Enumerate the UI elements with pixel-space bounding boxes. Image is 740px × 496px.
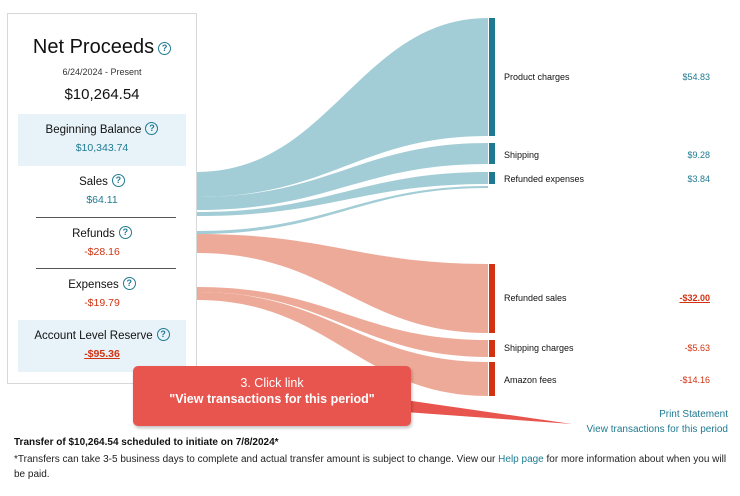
bar-shipping [489, 143, 495, 164]
expenses-value: -$19.79 [84, 297, 120, 309]
flow-value-amazon-fees: -$14.16 [679, 375, 710, 385]
flow-shipping-charges [197, 287, 488, 357]
net-proceeds-heading: Net Proceeds? [8, 36, 196, 59]
flow-label-product-charges: Product charges [504, 72, 570, 82]
flow-value-refunded-expenses: $3.84 [687, 174, 710, 184]
divider [36, 268, 176, 269]
flow-amazon-fees [197, 292, 488, 396]
flow-reserve-sliver [197, 186, 488, 234]
divider [36, 217, 176, 218]
account-level-reserve-cell: Account Level Reserve? -$95.36 [18, 320, 186, 372]
date-range: 6/24/2024 - Present [62, 67, 142, 77]
beginning-balance-label: Beginning Balance [45, 124, 142, 136]
disclaimer-prefix: *Transfers can take 3-5 business days to… [14, 454, 499, 465]
callout-pointer [405, 400, 572, 424]
flow-label-shipping-charges: Shipping charges [504, 343, 574, 353]
account-level-reserve-label: Account Level Reserve [34, 330, 153, 342]
print-statement-link[interactable]: Print Statement [659, 409, 728, 420]
callout-step: 3. Click link [240, 376, 304, 390]
help-icon[interactable]: ? [158, 42, 172, 55]
flow-label-refunded-sales: Refunded sales [504, 293, 567, 303]
net-proceeds-title: Net Proceeds [32, 36, 155, 58]
transfer-disclaimer: *Transfers can take 3-5 business days to… [14, 452, 730, 482]
help-icon[interactable]: ? [111, 174, 125, 187]
bar-shipping-charges [489, 340, 495, 357]
flow-label-amazon-fees: Amazon fees [504, 375, 557, 385]
refunds-cell: Refunds? -$28.16 [18, 218, 186, 268]
flow-label-refunded-expenses: Refunded expenses [504, 174, 585, 184]
transfer-note: Transfer of $10,264.54 scheduled to init… [14, 437, 279, 448]
refunds-value: -$28.16 [84, 246, 120, 258]
flow-refunded-expenses [197, 172, 488, 216]
flow-refunded-sales [197, 234, 488, 333]
bar-refunded-sales [489, 264, 495, 333]
help-page-link[interactable]: Help page [498, 454, 544, 465]
flow-value-shipping: $9.28 [687, 150, 710, 160]
sales-cell: Sales? $64.11 [18, 166, 186, 216]
flow-value-refunded-sales[interactable]: -$32.00 [679, 293, 710, 303]
net-proceeds-amount: $10,264.54 [64, 86, 140, 103]
view-transactions-link[interactable]: View transactions for this period [586, 424, 728, 435]
bar-refunded-expenses [489, 172, 495, 184]
expenses-cell: Expenses? -$19.79 [18, 269, 186, 319]
beginning-balance-cell: Beginning Balance? $10,343.74 [18, 114, 186, 166]
flow-shipping [197, 143, 488, 210]
net-proceeds-panel: Net Proceeds? 6/24/2024 - Present $10,26… [7, 13, 197, 384]
refunds-label: Refunds [72, 228, 115, 240]
callout-instruction: "View transactions for this period" [169, 392, 375, 406]
disclaimer-suffix: for more information about when you will… [14, 454, 727, 480]
flow-value-product-charges: $54.83 [682, 72, 710, 82]
flow-label-shipping: Shipping [504, 150, 540, 160]
flow-value-shipping-charges: -$5.63 [684, 343, 710, 353]
instruction-callout: 3. Click link "View transactions for thi… [133, 366, 411, 426]
help-icon[interactable]: ? [118, 226, 132, 239]
help-icon[interactable]: ? [145, 122, 159, 135]
help-icon[interactable]: ? [122, 277, 136, 290]
account-level-reserve-value[interactable]: -$95.36 [84, 348, 120, 360]
sales-label: Sales [79, 176, 108, 188]
flow-product-charges [197, 18, 488, 197]
bar-amazon-fees [489, 362, 495, 396]
help-icon[interactable]: ? [156, 328, 170, 341]
expenses-label: Expenses [68, 279, 119, 291]
bar-product-charges [489, 18, 495, 136]
sales-value: $64.11 [86, 194, 118, 206]
beginning-balance-value: $10,343.74 [75, 142, 129, 154]
